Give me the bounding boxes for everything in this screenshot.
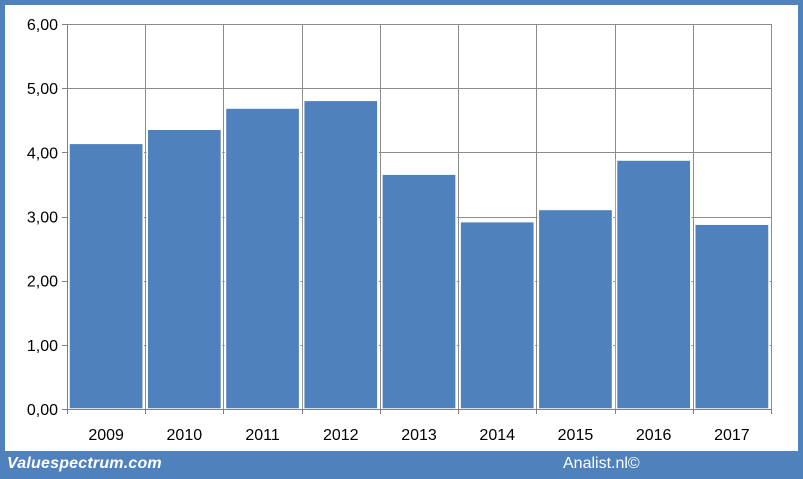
- bar: [537, 208, 614, 410]
- y-tick-label: 5,00: [27, 81, 58, 98]
- bar: [615, 159, 692, 410]
- bar: [459, 220, 536, 410]
- bar: [146, 128, 223, 410]
- bar: [694, 223, 770, 410]
- footer-source-label: Analist.nl©: [563, 455, 640, 472]
- bar: [68, 142, 144, 410]
- x-tick-label: 2014: [479, 427, 515, 444]
- x-tick-label: 2012: [323, 427, 359, 444]
- x-tick-label: 2016: [636, 427, 672, 444]
- x-tick-label: 2015: [558, 427, 594, 444]
- footer-brand-label: Valuespectrum.com: [7, 455, 162, 472]
- y-tick-label: 6,00: [27, 17, 58, 34]
- bar: [381, 173, 457, 410]
- bar: [224, 107, 301, 410]
- y-tick-label: 2,00: [27, 274, 58, 291]
- y-tick-label: 0,00: [27, 402, 58, 419]
- y-tick-label: 3,00: [27, 210, 58, 227]
- axes: [62, 24, 772, 414]
- bar: [302, 99, 379, 410]
- x-tick-label: 2013: [401, 427, 437, 444]
- y-tick-label: 4,00: [27, 145, 58, 162]
- x-tick-label: 2011: [245, 427, 280, 444]
- footer-bar: [0, 451, 803, 479]
- y-tick-label: 1,00: [27, 338, 58, 355]
- x-axis-ticks: 2009 2010 2011 2012 2013 2014 2015 2016 2017: [88, 427, 749, 444]
- x-tick-label: 2017: [714, 427, 750, 444]
- bars: [68, 99, 770, 410]
- y-axis-ticks: 0,00 1,00 2,00 3,00 4,00 5,00 6,00: [27, 17, 58, 419]
- x-tick-label: 2009: [88, 427, 124, 444]
- x-tick-label: 2010: [167, 427, 203, 444]
